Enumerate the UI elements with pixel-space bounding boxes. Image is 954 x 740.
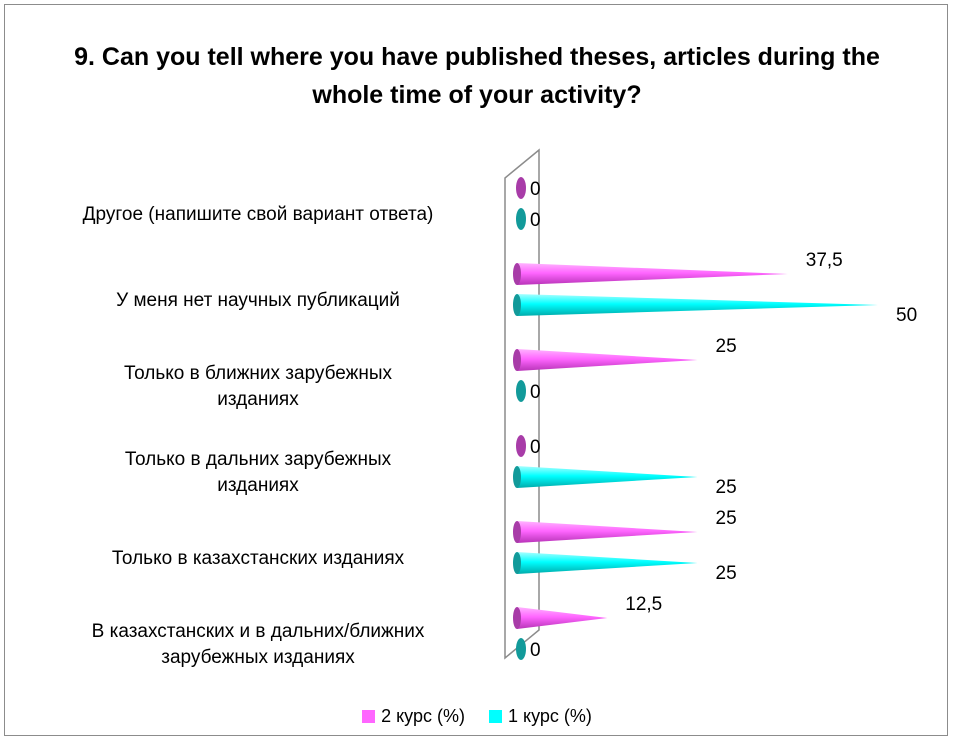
bar-zero-disc bbox=[516, 638, 526, 660]
data-label: 37,5 bbox=[806, 250, 843, 271]
data-label: 50 bbox=[896, 305, 917, 326]
data-label: 25 bbox=[716, 336, 737, 357]
data-label: 25 bbox=[716, 563, 737, 584]
bar-cone-base bbox=[513, 349, 521, 371]
bar-cone-base bbox=[513, 521, 521, 543]
legend-label-series-2: 1 курс (%) bbox=[508, 706, 592, 726]
chart-frame bbox=[4, 4, 948, 736]
bar-cone bbox=[517, 552, 698, 574]
bar-cone bbox=[517, 521, 698, 543]
legend: 2 курс (%) 1 курс (%) bbox=[0, 706, 954, 727]
data-label: 0 bbox=[530, 210, 541, 231]
bar-cone bbox=[517, 466, 698, 488]
chart-title: 9. Can you tell where you have published… bbox=[74, 43, 880, 109]
bar-cone-base bbox=[513, 294, 521, 316]
legend-item-series-1: 2 курс (%) bbox=[362, 706, 465, 727]
data-label: 0 bbox=[530, 640, 541, 661]
category-label: Другое (напишите свой вариант ответа) bbox=[83, 204, 434, 225]
bar-cone-base bbox=[513, 263, 521, 285]
bar-cone-base bbox=[513, 466, 521, 488]
bar-zero-disc bbox=[516, 208, 526, 230]
category-label: Только в казахстанских изданиях bbox=[112, 548, 405, 569]
category-label: У меня нет научных публикаций bbox=[116, 290, 400, 311]
bar-cone bbox=[517, 607, 608, 629]
bar-cone bbox=[517, 263, 788, 285]
legend-item-series-2: 1 курс (%) bbox=[489, 706, 592, 727]
bar-cone-base bbox=[513, 607, 521, 629]
legend-label-series-1: 2 курс (%) bbox=[381, 706, 465, 726]
bar-cone-base bbox=[513, 552, 521, 574]
data-label: 0 bbox=[530, 382, 541, 403]
bar-zero-disc bbox=[516, 435, 526, 457]
legend-swatch-series-1 bbox=[362, 710, 376, 723]
bar-zero-disc bbox=[516, 177, 526, 199]
bar-cone bbox=[517, 294, 878, 316]
bar-cone bbox=[517, 349, 698, 371]
data-label: 0 bbox=[530, 437, 541, 458]
data-label: 12,5 bbox=[625, 594, 662, 615]
category-label: Только в дальних зарубежных изданиях bbox=[125, 449, 392, 496]
bar-zero-disc bbox=[516, 380, 526, 402]
data-label: 25 bbox=[716, 508, 737, 529]
data-label: 25 bbox=[716, 477, 737, 498]
legend-swatch-series-2 bbox=[489, 710, 502, 723]
category-label: В казахстанских и в дальних/ближних заруб… bbox=[92, 621, 425, 668]
category-label: Только в ближних зарубежных изданиях bbox=[124, 363, 393, 410]
data-label: 0 bbox=[530, 179, 541, 200]
